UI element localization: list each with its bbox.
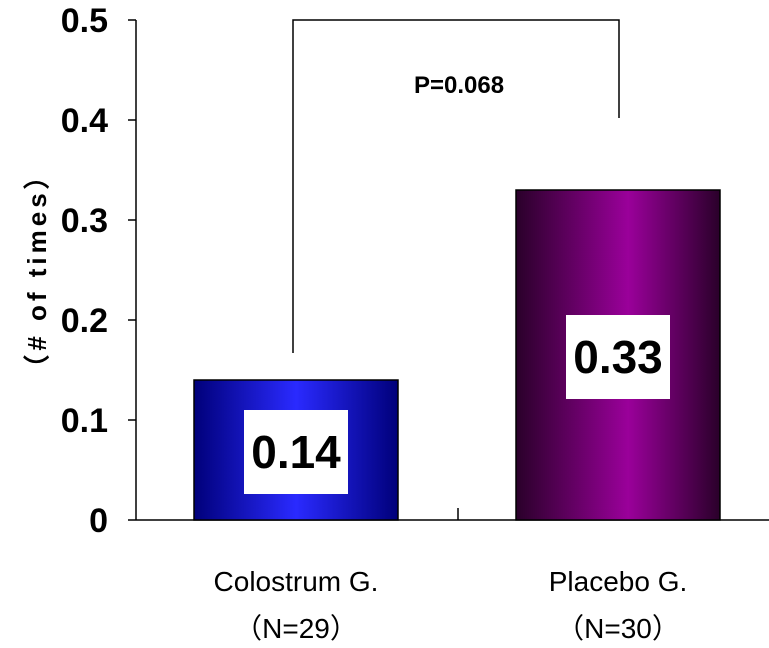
- data-label-box-placebo: [566, 315, 670, 399]
- y-tick-label: 0.3: [61, 202, 108, 240]
- data-label-placebo: 0.33: [573, 331, 663, 383]
- y-axis-label: （# of times）: [22, 159, 52, 380]
- category-sublabel-placebo: （N=30）: [556, 613, 680, 644]
- data-label-box-colostrum: [244, 410, 348, 494]
- y-tick-label: 0.4: [61, 102, 108, 140]
- bar-colostrum: [193, 379, 399, 521]
- y-tick-label: 0.5: [61, 2, 108, 40]
- category-label-placebo: Placebo G.: [549, 566, 688, 597]
- category-sublabel-colostrum: （N=29）: [234, 613, 358, 644]
- p-value-annotation: P=0.068: [414, 72, 504, 99]
- y-tick-label: 0.2: [61, 302, 108, 340]
- y-tick-label: 0: [89, 502, 108, 540]
- y-tick-label: 0.1: [61, 402, 108, 440]
- data-label-colostrum: 0.14: [251, 426, 341, 478]
- category-label-colostrum: Colostrum G.: [214, 566, 379, 597]
- significance-bracket: [292, 19, 620, 353]
